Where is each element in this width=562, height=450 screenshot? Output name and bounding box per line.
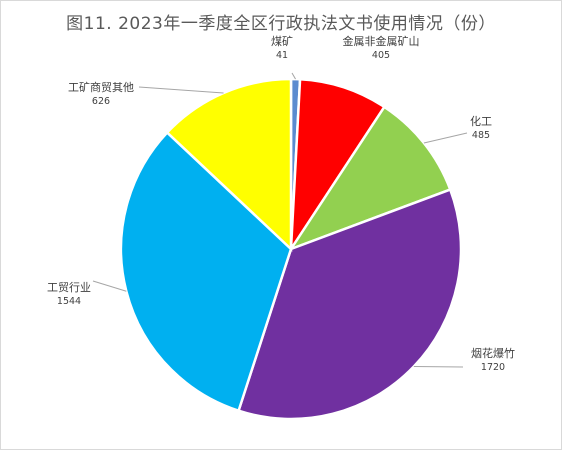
- slice-value-4: 1544: [57, 296, 81, 307]
- slice-label-5: 工矿商贸其他: [68, 80, 134, 94]
- slice-label-0: 煤矿: [271, 35, 293, 48]
- chart-title: 图11. 2023年一季度全区行政执法文书使用情况（份）: [66, 14, 496, 34]
- pie-slice-5: [165, 77, 293, 252]
- slice-label-3: 烟花爆竹: [471, 346, 515, 360]
- pie-slice-3: [237, 187, 463, 421]
- slice-labels: 煤矿 41 金属非金属矿山 405 化工 485 烟花爆竹 1720 工贸行业 1544 工矿商贸其…: [47, 34, 515, 373]
- slice-value-5: 626: [92, 96, 110, 107]
- slice-value-0: 41: [276, 50, 288, 61]
- leader-line-0: [291, 72, 296, 80]
- leader-line-2: [423, 132, 468, 144]
- pie-slice-1: [289, 77, 387, 254]
- slice-value-3: 1720: [481, 362, 505, 373]
- leader-line-5: [138, 86, 224, 94]
- leader-line-4: [92, 280, 127, 292]
- leader-lines: [92, 72, 468, 368]
- slice-label-4: 工贸行业: [47, 281, 91, 294]
- pie-slices: [119, 77, 463, 421]
- slice-label-1: 金属非金属矿山: [343, 34, 420, 48]
- slice-value-2: 485: [472, 130, 490, 141]
- slice-value-1: 405: [372, 50, 390, 61]
- slice-label-2: 化工: [470, 114, 492, 128]
